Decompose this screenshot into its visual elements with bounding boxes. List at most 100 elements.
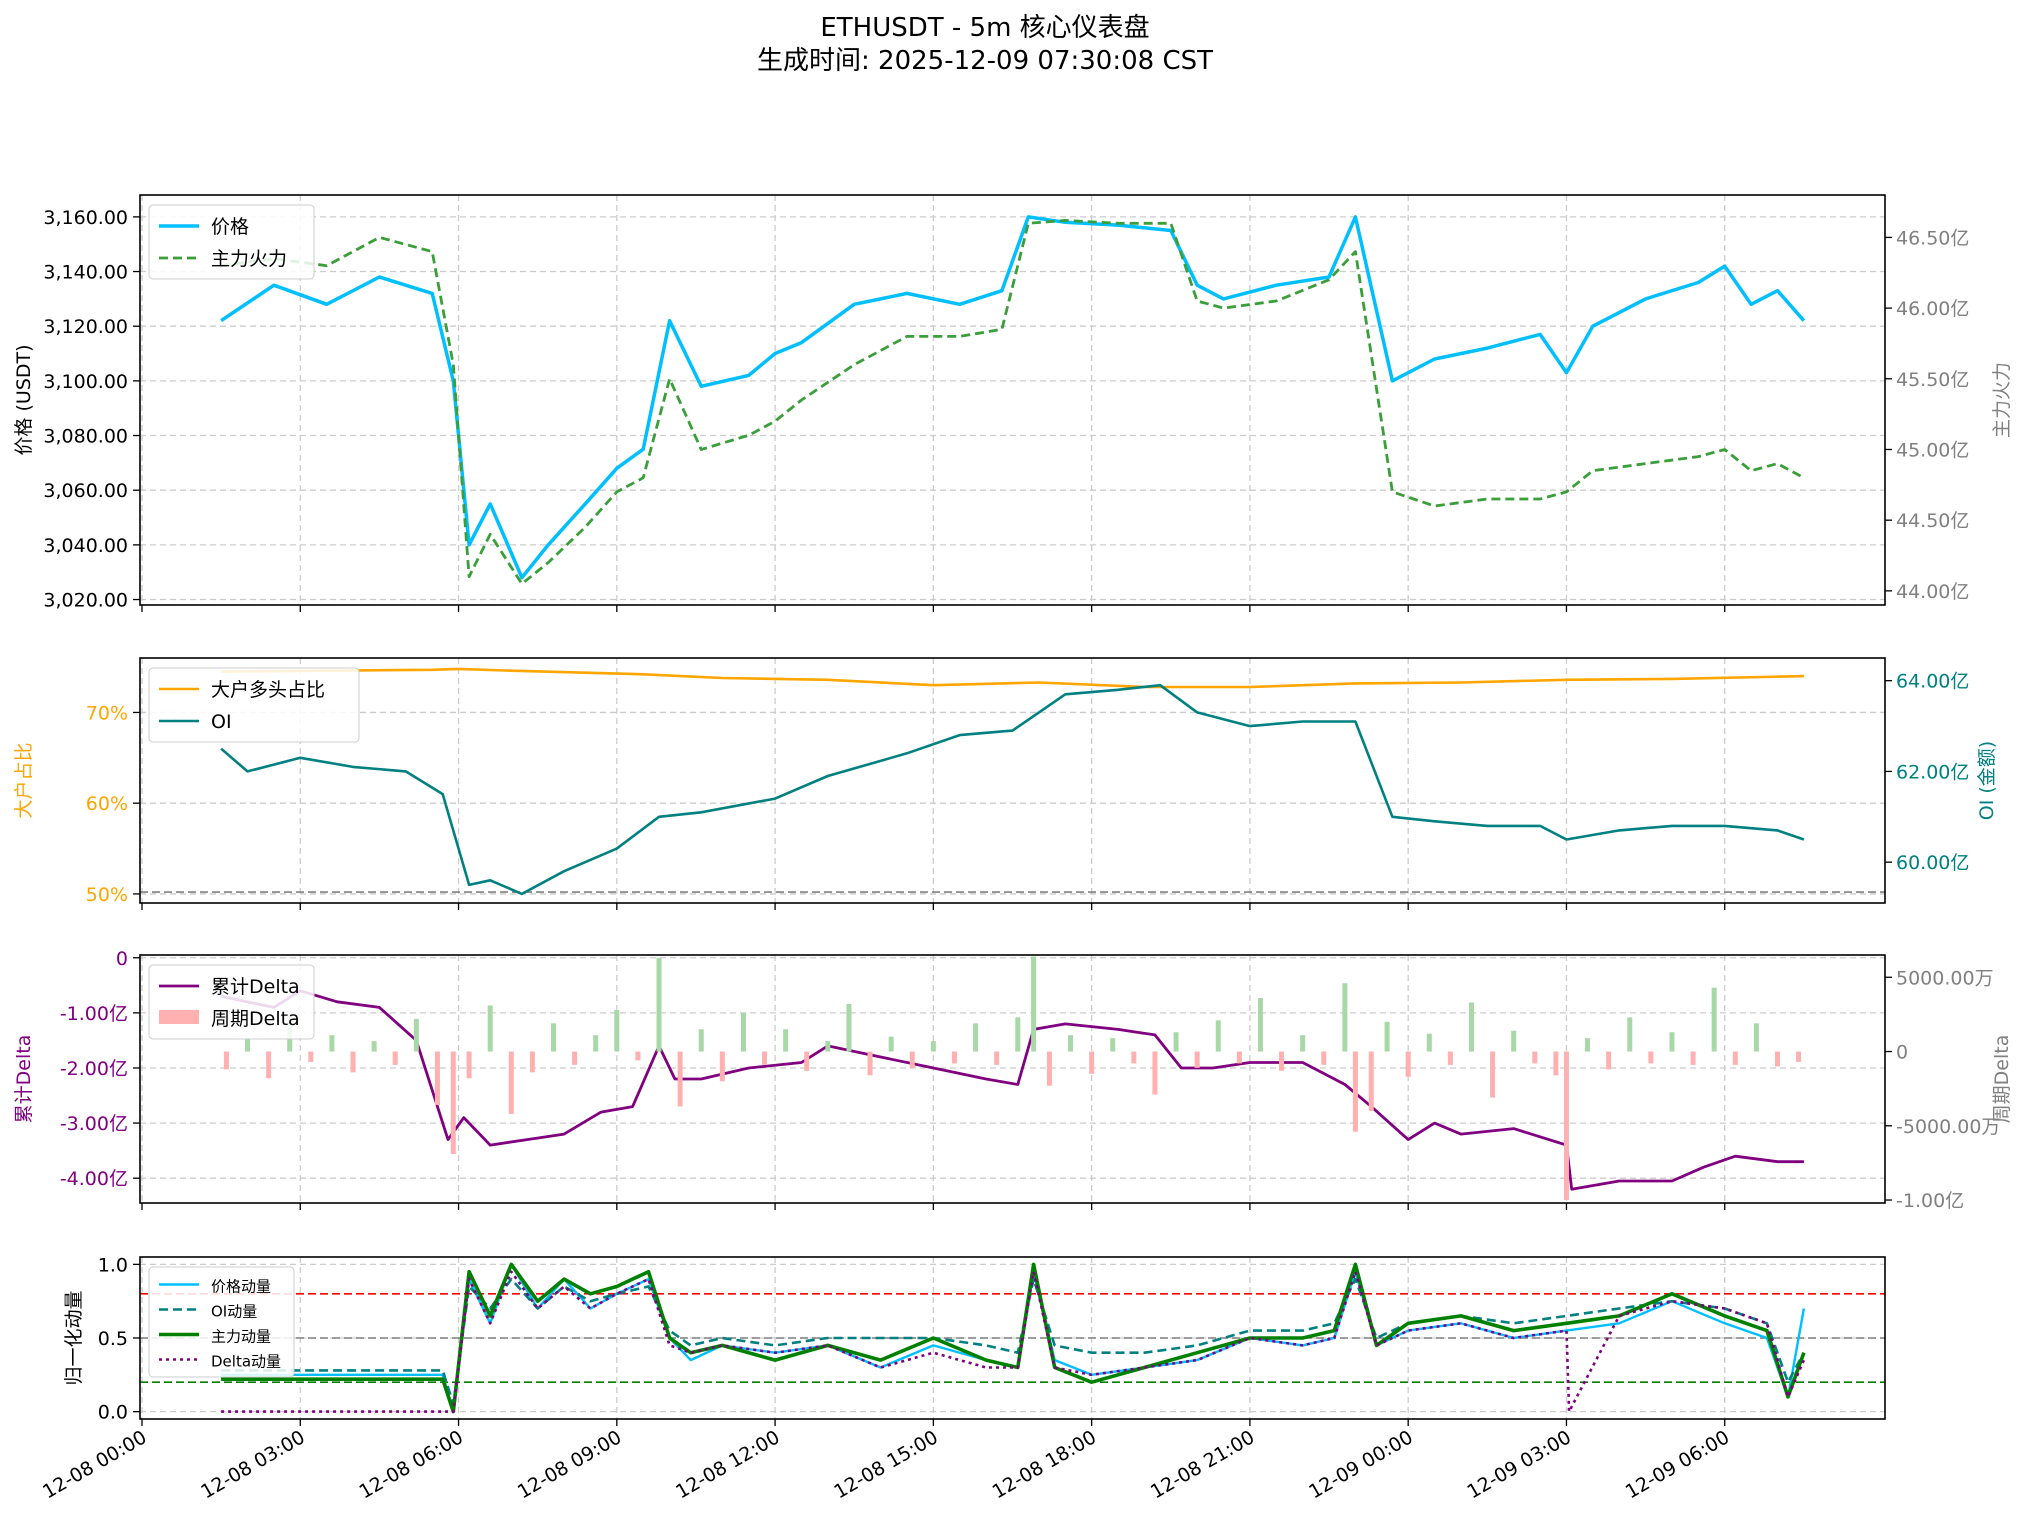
- plot-frame: [139, 194, 1886, 606]
- delta-bar: [1405, 1051, 1411, 1077]
- delta-bar: [1215, 1020, 1221, 1052]
- y2-axis-label: 主力火力: [1991, 362, 2013, 438]
- legend-swatch: [159, 1010, 199, 1024]
- y-tick-label: 70%: [86, 702, 128, 724]
- y-axis-label: 归一化动量: [63, 1290, 85, 1385]
- legend-label: 价格: [211, 216, 249, 238]
- delta-bar: [951, 1051, 957, 1064]
- series-line: [220, 683, 1805, 896]
- delta-bar: [762, 1051, 768, 1065]
- panel-1: 3,020.00 3,040.00 3,060.00 3,080.00 3,100.00…: [13, 194, 2013, 612]
- delta-bar: [1585, 1038, 1591, 1052]
- y2-tick-label: 5000.00万: [1896, 967, 1994, 989]
- y2-tick-label: 46.00亿: [1896, 298, 1969, 320]
- delta-bar: [909, 1051, 915, 1068]
- delta-bar: [1015, 1017, 1021, 1052]
- delta-bar: [1342, 983, 1348, 1052]
- delta-bar: [529, 1051, 535, 1073]
- delta-bar: [1352, 1051, 1358, 1132]
- x-tick-label: 12-08 21:00: [1147, 1426, 1258, 1503]
- x-tick-label: 12-09 03:00: [1463, 1426, 1574, 1503]
- delta-bar: [825, 1041, 831, 1052]
- legend-label: OI动量: [211, 1303, 257, 1321]
- panel-3: -4.00亿 -3.00亿 -2.00亿 -1.00亿 0 -1.00亿 -5000.00万…: [13, 948, 2013, 1212]
- delta-bar: [930, 1041, 936, 1052]
- delta-bar: [973, 1023, 979, 1052]
- delta-bar: [1753, 1023, 1759, 1052]
- y2-tick-label: 60.00亿: [1896, 852, 1969, 874]
- plot-frame: [139, 657, 1886, 904]
- delta-bar: [1732, 1051, 1738, 1065]
- y-tick-label: -1.00亿: [60, 1003, 128, 1025]
- delta-bar: [308, 1051, 314, 1062]
- y2-tick-label: 62.00亿: [1896, 761, 1969, 783]
- y-tick-label: 0.5: [98, 1328, 128, 1350]
- delta-bar: [450, 1051, 456, 1154]
- delta-bar: [572, 1051, 578, 1065]
- delta-bar: [551, 1023, 557, 1052]
- delta-bar: [614, 1009, 620, 1052]
- x-tick-label: 12-08 06:00: [356, 1426, 467, 1503]
- delta-bar: [1511, 1030, 1517, 1052]
- delta-bar: [1236, 1051, 1242, 1064]
- delta-bar: [1031, 956, 1037, 1052]
- chart-subtitle: 生成时间: 2025-12-09 07:30:08 CST: [757, 46, 1213, 76]
- plot-frame: [139, 954, 1886, 1204]
- delta-bar: [1257, 998, 1263, 1052]
- x-tick-label: 12-08 15:00: [830, 1426, 941, 1503]
- delta-bar: [1368, 1051, 1374, 1111]
- y-tick-label: -2.00亿: [60, 1058, 128, 1080]
- legend-label: Delta动量: [211, 1353, 281, 1371]
- delta-bar: [888, 1036, 894, 1052]
- y2-tick-label: -5000.00万: [1896, 1116, 2000, 1138]
- delta-bar: [392, 1051, 398, 1065]
- delta-bar: [1490, 1051, 1496, 1098]
- series-line: [220, 219, 1805, 586]
- chart-title: ETHUSDT - 5m 核心仪表盘: [820, 13, 1149, 43]
- y-tick-label: 0.0: [98, 1402, 128, 1424]
- delta-bar: [1563, 1051, 1569, 1201]
- y2-tick-label: 0: [1896, 1042, 1908, 1064]
- y-axis-label: 价格 (USDT): [13, 344, 35, 455]
- y-tick-label: 3,040.00: [43, 535, 128, 557]
- delta-bar: [371, 1041, 377, 1052]
- delta-bar: [1194, 1051, 1200, 1068]
- panel-4: 12-08 00:00 12-08 03:00 12-08 06:00 12-08 0…: [39, 1254, 1886, 1503]
- delta-bar: [1152, 1051, 1158, 1095]
- delta-bar: [1046, 1051, 1052, 1086]
- y2-tick-label: 64.00亿: [1896, 671, 1969, 693]
- delta-bar: [1669, 1032, 1675, 1052]
- delta-bar: [1468, 1002, 1474, 1052]
- y-tick-label: 3,140.00: [43, 262, 128, 284]
- series-line: [221, 1262, 1806, 1414]
- y-axis-label: 大户占比: [13, 742, 35, 818]
- delta-bar: [1532, 1051, 1538, 1064]
- delta-bar: [1553, 1051, 1559, 1076]
- delta-bar: [1690, 1051, 1696, 1065]
- legend-label: 主力火力: [211, 248, 287, 270]
- delta-bar: [1173, 1032, 1179, 1052]
- delta-bar: [1648, 1051, 1654, 1064]
- delta-bar: [487, 1005, 493, 1052]
- y-tick-label: 3,100.00: [43, 371, 128, 393]
- delta-bar: [635, 1051, 641, 1061]
- y2-tick-label: 45.00亿: [1896, 439, 1969, 461]
- x-tick-label: 12-09 06:00: [1622, 1426, 1733, 1503]
- y-tick-label: -3.00亿: [60, 1113, 128, 1135]
- y-tick-label: 3,080.00: [43, 426, 128, 448]
- y2-axis-label: 周期Delta: [1991, 1035, 2013, 1124]
- series-line: [220, 215, 1806, 580]
- y-tick-label: 3,020.00: [43, 590, 128, 612]
- x-tick-label: 12-08 12:00: [672, 1426, 783, 1503]
- delta-bar: [329, 1035, 335, 1052]
- y-tick-label: 1.0: [98, 1254, 128, 1276]
- delta-bar: [677, 1051, 683, 1107]
- y-tick-label: 0: [116, 948, 128, 970]
- delta-bar: [1796, 1051, 1802, 1062]
- delta-bar: [656, 957, 662, 1052]
- legend-label: 主力动量: [211, 1328, 271, 1346]
- legend-label: 大户多头占比: [211, 679, 325, 701]
